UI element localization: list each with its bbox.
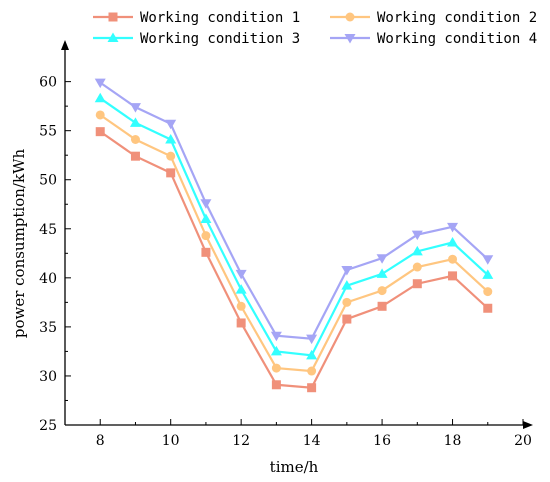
- data-point: [412, 279, 422, 289]
- axes: [61, 40, 533, 429]
- data-point: [377, 301, 387, 311]
- x-tick-label: 8: [96, 433, 105, 449]
- data-point: [129, 103, 141, 113]
- legend-item-1: Working condition 1: [93, 10, 300, 26]
- data-point: [200, 199, 212, 209]
- data-point: [307, 366, 317, 376]
- data-point: [482, 255, 494, 265]
- data-point: [236, 318, 246, 328]
- data-point: [201, 247, 211, 257]
- legend-label: Working condition 1: [140, 10, 300, 26]
- legend-item-2: Working condition 2: [330, 10, 537, 26]
- x-axis-arrow: [523, 421, 533, 429]
- data-point: [342, 314, 352, 324]
- data-point: [412, 262, 422, 272]
- series-4: [94, 78, 494, 345]
- data-point: [306, 334, 318, 345]
- data-point: [94, 92, 106, 103]
- data-point: [342, 297, 352, 307]
- data-point: [447, 237, 459, 247]
- y-tick-label: 45: [39, 222, 57, 238]
- data-point: [483, 287, 493, 297]
- legend-item-3: Working condition 3: [93, 31, 300, 47]
- data-point: [411, 230, 423, 241]
- y-tick-label: 30: [39, 369, 57, 385]
- data-point: [166, 168, 176, 178]
- data-point: [376, 254, 388, 264]
- data-series: [94, 78, 494, 393]
- x-tick-label: 16: [373, 433, 391, 449]
- data-point: [236, 301, 246, 311]
- x-tick-label: 10: [162, 433, 180, 449]
- data-point: [166, 151, 176, 161]
- data-point: [448, 254, 458, 264]
- y-tick-label: 40: [39, 271, 57, 287]
- data-point: [165, 134, 177, 144]
- data-point: [130, 135, 140, 145]
- x-axis-title: time/h: [270, 458, 319, 476]
- legend: Working condition 1 Working condition 2 Wo…: [93, 10, 537, 47]
- data-point: [235, 269, 247, 280]
- series-2: [95, 110, 493, 376]
- series-3: [94, 92, 494, 360]
- y-tick-label: 55: [39, 124, 57, 140]
- data-point: [200, 213, 212, 223]
- data-point: [270, 331, 282, 342]
- x-tick-label: 14: [303, 433, 321, 449]
- legend-marker: [107, 32, 119, 42]
- legend-marker: [108, 12, 118, 22]
- data-point: [95, 127, 105, 137]
- legend-label: Working condition 3: [140, 31, 300, 47]
- data-point: [483, 303, 493, 313]
- data-point: [307, 383, 317, 393]
- legend-marker: [344, 34, 356, 44]
- x-tick-label: 18: [444, 433, 462, 449]
- data-point: [341, 265, 353, 276]
- data-point: [482, 269, 494, 279]
- data-point: [271, 380, 281, 390]
- data-point: [235, 284, 247, 294]
- data-point: [448, 271, 458, 281]
- x-tick-label: 20: [514, 433, 532, 449]
- data-point: [376, 268, 388, 278]
- legend-label: Working condition 4: [377, 31, 537, 47]
- y-tick-label: 25: [39, 418, 57, 434]
- data-point: [130, 151, 140, 161]
- y-tick-label: 60: [39, 75, 57, 91]
- data-point: [94, 78, 106, 89]
- data-point: [270, 345, 282, 356]
- series-line: [99, 114, 489, 373]
- series-line: [99, 97, 489, 357]
- data-point: [95, 110, 105, 120]
- series-line: [99, 81, 489, 340]
- data-point: [341, 280, 353, 290]
- data-point: [271, 363, 281, 373]
- data-point: [306, 349, 318, 360]
- legend-marker: [345, 12, 355, 22]
- series-1: [95, 127, 493, 393]
- y-tick-label: 50: [39, 173, 57, 189]
- data-point: [201, 231, 211, 241]
- data-point: [377, 286, 387, 296]
- data-point: [165, 119, 177, 130]
- legend-item-4: Working condition 4: [330, 31, 537, 47]
- x-tick-label: 12: [232, 433, 250, 449]
- series-line: [99, 130, 489, 389]
- y-tick-label: 35: [39, 320, 57, 336]
- data-point: [129, 117, 141, 127]
- data-point: [447, 222, 459, 233]
- y-axis-arrow: [61, 40, 69, 50]
- axis-ticks: 8 10 12 14 16 18 20 25 30 35 40 45 50 55 60: [39, 75, 532, 449]
- y-axis-title: power consumption/kWh: [10, 149, 28, 339]
- legend-label: Working condition 2: [377, 10, 537, 26]
- data-point: [411, 245, 423, 256]
